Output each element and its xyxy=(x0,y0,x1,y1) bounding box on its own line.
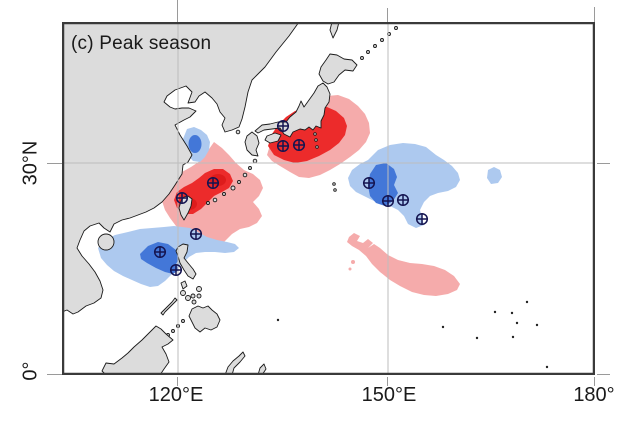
genesis-marker xyxy=(381,194,395,208)
anomaly-weak-positive-subtropical-pacific xyxy=(347,233,460,296)
anomaly-weak-negative-small-east xyxy=(487,167,502,184)
tick-top-150e xyxy=(387,8,388,22)
y-axis-label-0: 0° xyxy=(19,361,42,381)
tick-top-120e xyxy=(177,0,178,22)
land-micronesia-islets xyxy=(276,300,549,369)
land-luzon xyxy=(175,243,197,280)
geographic-map xyxy=(62,22,595,375)
genesis-marker xyxy=(206,176,220,190)
genesis-marker xyxy=(169,263,183,277)
land-kyushu xyxy=(244,131,260,157)
land-mindoro xyxy=(180,280,188,290)
land-shikoku xyxy=(264,132,282,144)
tick-right-30n xyxy=(597,163,610,164)
tick-bottom-150e xyxy=(387,377,388,386)
land-sulawesi xyxy=(224,351,246,375)
genesis-marker xyxy=(362,176,376,190)
anomaly-strong-negative-yellow-sea xyxy=(188,135,202,153)
genesis-marker xyxy=(276,119,290,133)
genesis-marker xyxy=(396,193,410,207)
land-hokkaido xyxy=(318,53,358,85)
tick-top-180 xyxy=(594,7,595,22)
genesis-marker xyxy=(189,227,203,241)
anomaly-weak-negative-west-pacific xyxy=(348,143,460,228)
genesis-marker-layer xyxy=(153,119,429,277)
land-honshu xyxy=(254,82,331,138)
land-hainan xyxy=(97,233,115,251)
land-sakhalin xyxy=(329,22,340,39)
land-ryukyu-islands xyxy=(206,129,258,205)
tick-bottom-120e xyxy=(177,377,178,386)
x-axis-label-180: 180° xyxy=(573,384,615,406)
land-izu-ogasawara-islands xyxy=(313,132,337,192)
map-frame xyxy=(62,22,595,375)
x-axis-label-120e: 120°E xyxy=(148,384,204,406)
y-axis-label-30n: 30°N xyxy=(19,140,42,186)
land-layer xyxy=(62,22,549,375)
map-panel xyxy=(62,22,595,375)
land-mindanao xyxy=(188,305,221,333)
genesis-marker xyxy=(276,139,290,153)
x-axis-label-150e: 150°E xyxy=(361,384,417,406)
land-halmahera xyxy=(257,363,267,375)
panel-title: (c) Peak season xyxy=(71,33,212,54)
anomaly-strong-negative-west-pacific xyxy=(368,163,398,206)
genesis-marker xyxy=(415,212,429,226)
anomaly-weak-positive-dot xyxy=(351,260,355,264)
tick-bottom-180 xyxy=(594,377,595,386)
tick-left-30n xyxy=(47,163,62,164)
tick-right-0 xyxy=(597,374,610,375)
land-palawan xyxy=(160,297,178,316)
genesis-marker xyxy=(292,138,306,152)
genesis-marker xyxy=(153,245,167,259)
genesis-marker xyxy=(175,191,189,205)
land-visayas-islands xyxy=(180,286,202,305)
land-borneo xyxy=(101,325,174,375)
tick-left-0 xyxy=(47,374,62,375)
anomaly-weak-positive-dot xyxy=(348,267,352,271)
